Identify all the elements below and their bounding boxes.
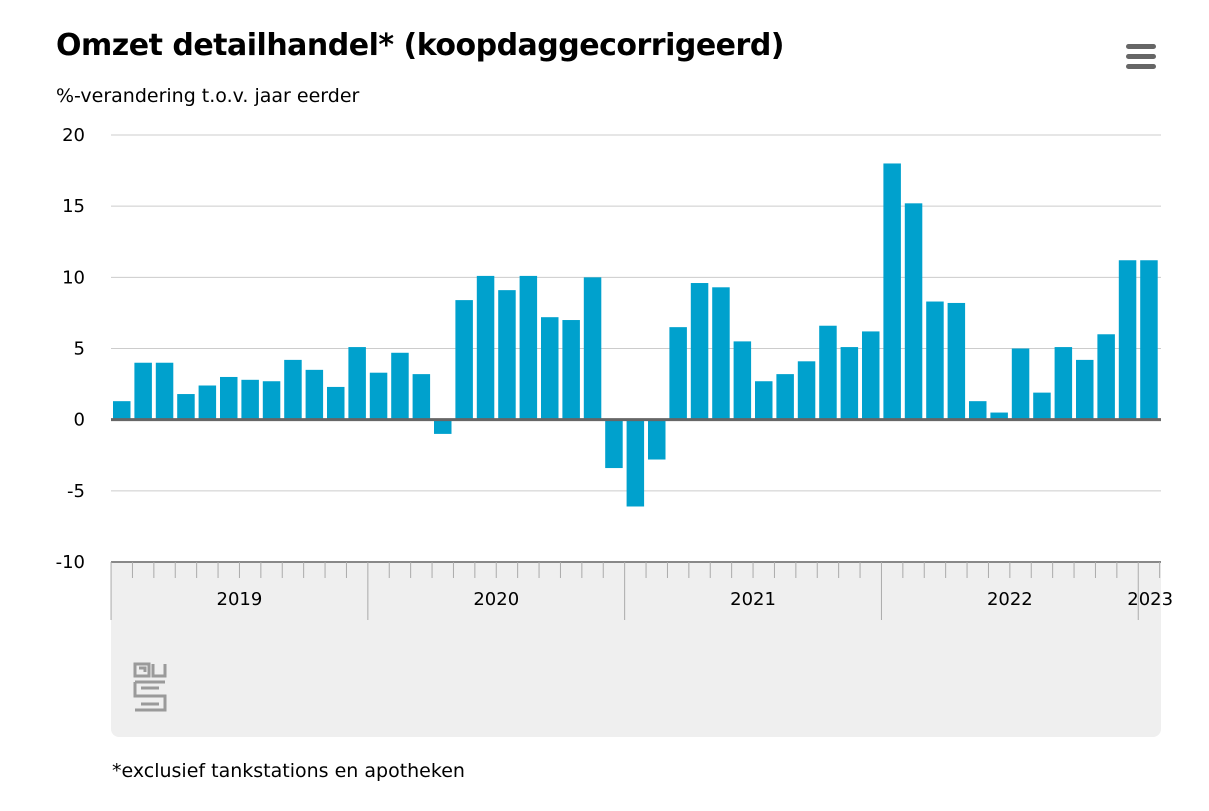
bar[interactable] — [434, 419, 452, 434]
hamburger-menu-icon[interactable] — [1120, 40, 1162, 74]
bar[interactable] — [797, 361, 816, 420]
bar[interactable] — [926, 301, 944, 420]
bar[interactable] — [498, 290, 516, 420]
bar[interactable] — [1054, 347, 1073, 420]
bar[interactable] — [626, 419, 645, 507]
bar[interactable] — [583, 277, 602, 420]
bar[interactable] — [1033, 392, 1051, 420]
x-year-label: 2023 — [1127, 589, 1173, 610]
bar[interactable] — [776, 374, 794, 420]
bar[interactable] — [476, 275, 495, 420]
bar[interactable] — [348, 347, 366, 420]
x-year-label: 2020 — [473, 589, 519, 610]
bar[interactable] — [412, 374, 431, 420]
bar[interactable] — [1140, 260, 1158, 420]
x-year-label: 2022 — [987, 589, 1033, 610]
bar[interactable] — [840, 347, 859, 420]
axis-band-top — [111, 562, 1161, 574]
chart-title: Omzet detailhandel* (koopdaggecorrigeerd… — [56, 28, 785, 63]
y-axis-label: %-verandering t.o.v. jaar eerder — [56, 85, 360, 107]
y-tick-label: 5 — [74, 339, 85, 360]
bar[interactable] — [198, 385, 217, 420]
bar[interactable] — [904, 203, 923, 420]
bar[interactable] — [241, 379, 259, 420]
bar[interactable] — [155, 362, 174, 420]
bar[interactable] — [1011, 348, 1030, 420]
bar[interactable] — [220, 376, 238, 420]
bar[interactable] — [712, 287, 730, 420]
bar[interactable] — [605, 419, 623, 469]
bar[interactable] — [391, 352, 409, 420]
bar[interactable] — [669, 327, 687, 420]
y-tick-label: -5 — [67, 481, 85, 502]
bar[interactable] — [947, 302, 966, 420]
bar[interactable] — [455, 300, 473, 420]
bar[interactable] — [369, 372, 388, 420]
bar[interactable] — [1097, 334, 1115, 420]
y-tick-label: 15 — [62, 196, 85, 217]
bar[interactable] — [284, 359, 302, 420]
bar[interactable] — [755, 381, 773, 420]
y-tick-label: 20 — [62, 125, 85, 146]
bar[interactable] — [1118, 260, 1137, 420]
menu-line — [1126, 64, 1156, 69]
bar[interactable] — [177, 394, 195, 420]
y-tick-label: 10 — [62, 267, 85, 288]
bar[interactable] — [113, 401, 131, 420]
bar[interactable] — [519, 275, 538, 420]
bar[interactable] — [883, 163, 901, 420]
bar[interactable] — [262, 381, 281, 420]
bar[interactable] — [990, 412, 1008, 420]
x-axis: 2019 2020 2021 2022 2023 — [110, 561, 1173, 620]
y-tick-label: -10 — [56, 552, 85, 573]
x-year-label: 2019 — [217, 589, 263, 610]
bar[interactable] — [134, 362, 152, 420]
axis-band-panel — [111, 562, 1161, 737]
bar[interactable] — [969, 401, 987, 420]
x-year-label: 2021 — [730, 589, 776, 610]
bar[interactable] — [1076, 359, 1094, 420]
bar[interactable] — [541, 317, 559, 420]
bar[interactable] — [733, 341, 752, 420]
menu-line — [1126, 44, 1156, 49]
cbs-logo-icon — [133, 662, 167, 712]
bar[interactable] — [690, 283, 709, 420]
y-tick-label: 0 — [74, 410, 85, 431]
y-axis-ticks: 20 15 10 5 0 -5 -10 — [56, 125, 85, 573]
bar[interactable] — [819, 325, 837, 420]
bar[interactable] — [648, 419, 666, 460]
menu-line — [1126, 54, 1156, 59]
bar[interactable] — [327, 386, 345, 420]
bar[interactable] — [562, 320, 580, 420]
bar[interactable] — [862, 331, 880, 420]
x-axis-band — [111, 562, 1161, 737]
footnote: *exclusief tankstations en apotheken — [112, 760, 465, 782]
bars — [113, 163, 1158, 507]
bar[interactable] — [305, 369, 324, 420]
